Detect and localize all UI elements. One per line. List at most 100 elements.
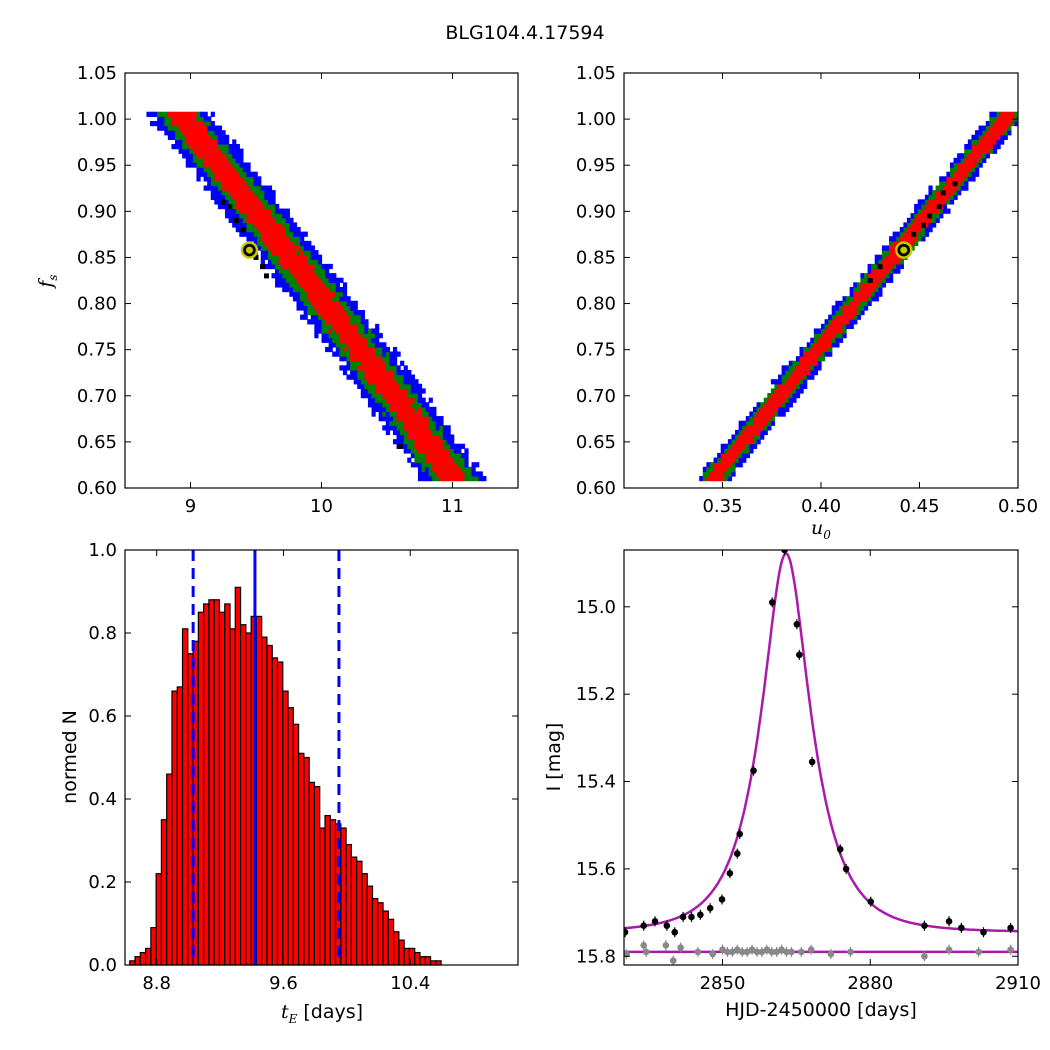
heatmap-cell [414, 397, 419, 403]
heatmap-cell [400, 420, 405, 426]
heatmap-cell [192, 162, 198, 168]
heatmap-cell [300, 245, 305, 251]
heatmap-cell [978, 139, 983, 145]
heatmap-cell [892, 263, 897, 270]
heatmap-cell [339, 365, 344, 371]
heatmap-cell [928, 217, 933, 223]
heatmap-cell [724, 476, 729, 482]
heatmap-cell [856, 300, 861, 306]
heatmap-cell [228, 199, 233, 205]
heatmap-cell [788, 360, 793, 366]
heatmap-cell [282, 282, 287, 288]
heatmap-cell [428, 397, 433, 403]
heatmap-cell [720, 457, 725, 463]
heatmap-cell [867, 300, 872, 306]
y-tick-label: 0.85 [576, 247, 616, 268]
heatmap-cell [810, 337, 815, 343]
heatmap-cell [410, 452, 415, 459]
heatmap-cell [257, 185, 262, 191]
heatmap-cell [735, 457, 740, 463]
heatmap-cell [817, 365, 822, 371]
heatmap-cell [346, 337, 351, 343]
x-tick-label: 2850 [700, 973, 746, 994]
heatmap-cell [978, 148, 983, 154]
heatmap-cell [196, 167, 201, 173]
heatmap-cell [795, 393, 801, 399]
heatmap-cell [756, 406, 761, 413]
heatmap-cell [389, 369, 394, 376]
heatmap-cell [282, 213, 287, 219]
heatmap-cell [992, 120, 998, 127]
data-point-secondary [758, 948, 766, 956]
heatmap-cell [821, 333, 826, 339]
heatmap-cell [392, 356, 398, 362]
y-tick-label: 0.75 [576, 340, 616, 361]
heatmap-cell [982, 130, 987, 136]
heatmap-cell [228, 208, 233, 214]
heatmap-cell [164, 111, 169, 117]
histogram-bar [239, 624, 247, 966]
heatmap-cell [442, 429, 448, 436]
heatmap-cell [906, 236, 912, 242]
heatmap-cell [885, 273, 890, 279]
heatmap-cell [467, 476, 473, 482]
heatmap-cell [960, 157, 965, 164]
heatmap-cell [949, 162, 955, 168]
heatmap-cell [303, 259, 308, 265]
heatmap-cell [892, 245, 897, 251]
heatmap-cell [271, 208, 276, 214]
heatmap-cell [242, 217, 248, 223]
heatmap-cell [878, 268, 883, 274]
y-tick-label: 0.6 [88, 706, 117, 727]
heatmap-cell [289, 217, 294, 223]
heatmap-cell [910, 240, 915, 247]
data-point-secondary [719, 946, 726, 954]
heatmap-cell [325, 305, 330, 311]
heatmap-cell [367, 356, 373, 362]
heatmap-cell [745, 425, 750, 431]
histogram-bar [424, 956, 432, 966]
heatmap-cell [385, 356, 390, 362]
heatmap-cell [364, 346, 369, 353]
heatmap-cell [828, 314, 833, 320]
heatmap-cell [246, 231, 251, 237]
heatmap-cell [457, 443, 462, 449]
heatmap-cell [375, 397, 380, 403]
heatmap-cell [421, 452, 426, 459]
heatmap-cell [939, 185, 944, 191]
heatmap-cell [353, 310, 358, 316]
heatmap-cell [303, 305, 308, 311]
heatmap-cell [428, 429, 433, 436]
heatmap-cell [167, 134, 173, 140]
heatmap-cell [838, 319, 844, 325]
heatmap-cell [203, 111, 208, 117]
heatmap-cell [189, 120, 194, 127]
heatmap-cell [300, 268, 305, 274]
heatmap-cell [300, 231, 305, 237]
heatmap-cell [285, 217, 290, 223]
heatmap-cell [795, 383, 801, 389]
heatmap-cell [874, 273, 879, 279]
heatmap-cell [346, 310, 351, 316]
heatmap-cell [285, 268, 290, 274]
heatmap-cell [967, 167, 973, 173]
heatmap-cell [371, 369, 376, 376]
heatmap-cell [788, 393, 793, 399]
heatmap-cell [317, 300, 323, 306]
heatmap-cell [267, 199, 273, 205]
heatmap-cell [396, 425, 401, 431]
heatmap-cell [228, 162, 233, 168]
heatmap-cell [382, 369, 387, 376]
heatmap-cell [282, 250, 287, 256]
heatmap-cell [917, 199, 922, 205]
heatmap-cell [264, 199, 269, 205]
heatmap-cell [325, 282, 330, 288]
heatmap-cell [417, 397, 423, 403]
heatmap-cell [332, 337, 337, 343]
heatmap-cell [360, 393, 365, 399]
heatmap-cell [924, 217, 930, 223]
heatmap-cell [289, 268, 294, 274]
heatmap-cell [303, 273, 308, 279]
heatmap-cell [414, 448, 419, 454]
heatmap-cell [175, 144, 180, 150]
